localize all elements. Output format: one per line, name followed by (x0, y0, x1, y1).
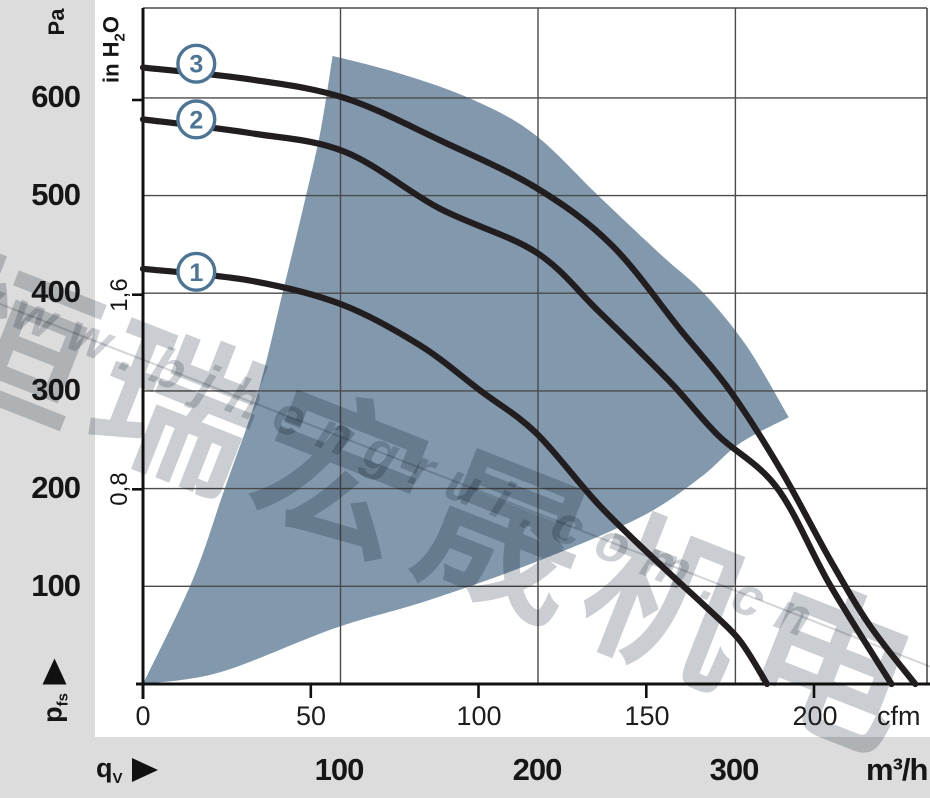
curve-badge-label-1: 1 (189, 259, 203, 287)
qv-arrow-icon (131, 757, 158, 782)
fan-curve-3 (139, 64, 919, 688)
y-tick-100: 100 (31, 568, 81, 603)
inh2o-text-post: O (98, 15, 124, 34)
x-cfm-tick-150: 150 (624, 701, 670, 731)
y-tick-500: 500 (31, 177, 81, 212)
curve-badge-3 (176, 43, 217, 84)
fan-curve-2 (139, 116, 895, 688)
pfs-arrow-icon (42, 658, 67, 685)
y-axis-quantity-pfs: pfs (36, 641, 81, 741)
y-tick-300: 300 (31, 372, 81, 407)
x-cfm-tick-100: 100 (456, 701, 502, 731)
y-tick-200: 200 (31, 470, 81, 505)
pfs-sub-text: fs (54, 693, 72, 707)
inh2o-text-sub: 2 (111, 33, 129, 42)
x-cfm-tick-50: 50 (295, 701, 327, 731)
pfs-text: p (37, 706, 68, 723)
curve-badge-label-2: 2 (189, 106, 203, 134)
y2-tick-1-6: 1,6 (106, 278, 133, 312)
qv-text: q (96, 753, 113, 783)
y-tick-600: 600 (31, 79, 81, 114)
y-axis-unit-inh2o: in H2O (98, 10, 135, 90)
x-cfm-tick-200: 200 (792, 701, 838, 731)
x-axis-unit-cfm: cfm (877, 701, 921, 731)
y-tick-400: 400 (31, 274, 81, 309)
curve-badge-1 (176, 251, 217, 292)
x-m3h-tick-300: 300 (709, 752, 760, 787)
y2-tick-0-8: 0,8 (106, 472, 133, 506)
x-axis-quantity-qv: qV (96, 753, 158, 787)
y-axis-unit-pa: Pa (44, 8, 69, 36)
qv-sub-text: V (112, 770, 123, 787)
x-m3h-tick-100: 100 (314, 752, 365, 787)
x-axis-unit-m3h: m³/h (866, 752, 928, 787)
curve-badge-label-3: 3 (189, 51, 203, 79)
curve-badge-2 (176, 99, 217, 140)
x-m3h-tick-200: 200 (512, 752, 563, 787)
fan-curve-1 (139, 265, 771, 688)
x-cfm-tick-0: 0 (135, 701, 151, 731)
inh2o-text-pre: in H (98, 41, 124, 84)
